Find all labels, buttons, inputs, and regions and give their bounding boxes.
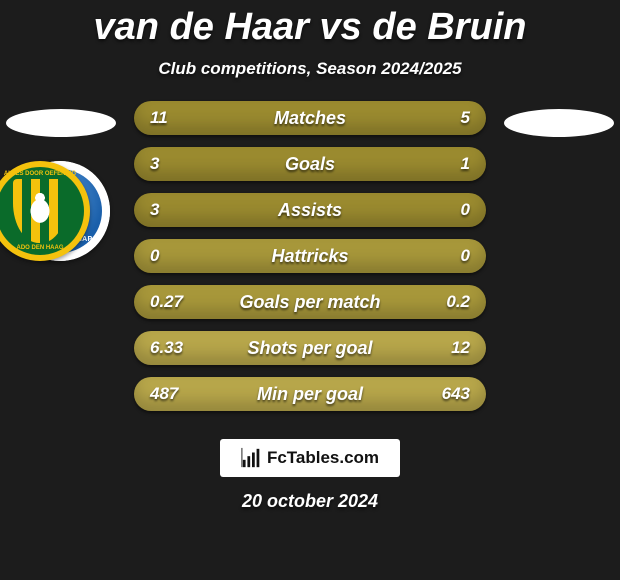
- stat-value-left: 3: [150, 200, 159, 220]
- stat-label: Matches: [274, 108, 346, 129]
- stat-row: 487 Min per goal 643: [134, 377, 486, 411]
- stat-value-right: 0.2: [446, 292, 470, 312]
- stat-row: 0.27 Goals per match 0.2: [134, 285, 486, 319]
- stat-value-left: 0: [150, 246, 159, 266]
- crest-bottom-text: ADO DEN HAAG: [0, 245, 84, 251]
- stat-label: Min per goal: [257, 384, 363, 405]
- stat-row: 3 Assists 0: [134, 193, 486, 227]
- stat-value-left: 0.27: [150, 292, 183, 312]
- stat-value-right: 1: [461, 154, 470, 174]
- stat-label: Assists: [278, 200, 342, 221]
- comparison-title: van de Haar vs de Bruin: [0, 0, 620, 49]
- comparison-panel: g DE GRAAFSCHAP ALLES DOOR OEFENING ADO …: [0, 101, 620, 431]
- season-subtitle: Club competitions, Season 2024/2025: [0, 59, 620, 79]
- stat-value-left: 11: [150, 108, 168, 128]
- stat-value-right: 12: [451, 338, 470, 358]
- crest-ado-shield-icon: [13, 179, 67, 243]
- stat-value-left: 3: [150, 154, 159, 174]
- stat-row: 11 Matches 5: [134, 101, 486, 135]
- stat-value-right: 0: [461, 200, 470, 220]
- stat-value-left: 487: [150, 384, 178, 404]
- stat-row: 0 Hattricks 0: [134, 239, 486, 273]
- stat-value-right: 5: [461, 108, 470, 128]
- stat-value-right: 643: [442, 384, 470, 404]
- snapshot-date: 20 october 2024: [0, 491, 620, 512]
- brand-badge[interactable]: FcTables.com: [220, 439, 400, 477]
- player-photo-placeholder-left: [6, 109, 116, 137]
- brand-name: FcTables.com: [267, 448, 379, 468]
- stat-label: Hattricks: [271, 246, 348, 267]
- stat-row: 3 Goals 1: [134, 147, 486, 181]
- stat-label: Goals: [285, 154, 335, 175]
- bar-chart-icon: [241, 447, 263, 469]
- stat-value-left: 6.33: [150, 338, 183, 358]
- stat-label: Goals per match: [239, 292, 380, 313]
- stat-rows: 11 Matches 5 3 Goals 1 3 Assists 0 0 Hattricks 0 0.2…: [134, 101, 486, 423]
- stork-icon: [23, 189, 57, 229]
- stat-row: 6.33 Shots per goal 12: [134, 331, 486, 365]
- stat-label: Shots per goal: [247, 338, 372, 359]
- stat-value-right: 0: [461, 246, 470, 266]
- crest-top-text: ALLES DOOR OEFENING: [0, 171, 84, 177]
- player-photo-placeholder-right: [504, 109, 614, 137]
- club-crest-right: ALLES DOOR OEFENING ADO DEN HAAG: [0, 161, 90, 261]
